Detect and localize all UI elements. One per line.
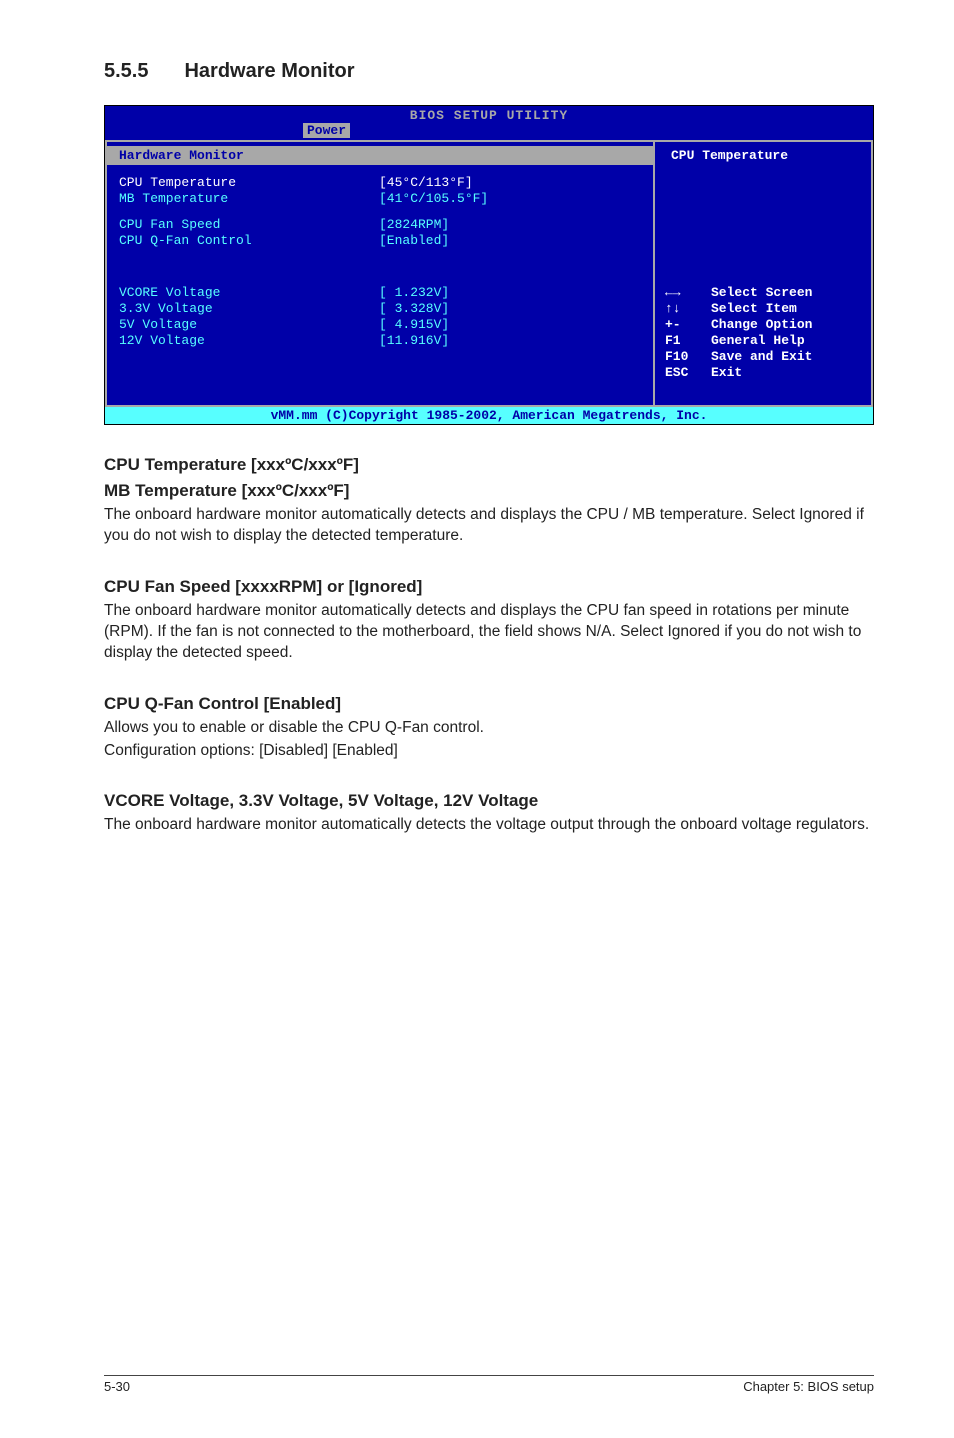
row-gap xyxy=(107,249,653,267)
doc-heading-qfan: CPU Q-Fan Control [Enabled] xyxy=(104,694,874,714)
bios-setting-value: [2824RPM] xyxy=(379,217,449,233)
bios-key-desc: General Help xyxy=(711,333,805,349)
doc-paragraph: Configuration options: [Disabled] [Enabl… xyxy=(104,741,874,762)
bios-left-panel: Hardware Monitor CPU Temperature[45°C/11… xyxy=(105,140,653,407)
bios-key-row: F10Save and Exit xyxy=(665,349,861,365)
section-number: 5.5.5 xyxy=(104,60,148,83)
bios-key-desc: Change Option xyxy=(711,317,812,333)
bios-key-desc: Select Item xyxy=(711,301,797,317)
bios-key-row: ESCExit xyxy=(665,365,861,381)
bios-setup-window: BIOS SETUP UTILITY Power Hardware Monito… xyxy=(104,105,874,425)
bios-setting-row[interactable]: 12V Voltage[11.916V] xyxy=(107,333,653,349)
bios-setting-label: VCORE Voltage xyxy=(119,285,379,301)
bios-setting-label: CPU Q-Fan Control xyxy=(119,233,379,249)
page-footer: 5-30 Chapter 5: BIOS setup xyxy=(104,1375,874,1394)
bios-setting-label: 3.3V Voltage xyxy=(119,301,379,317)
bios-setting-value: [41°C/105.5°F] xyxy=(379,191,488,207)
section-heading: 5.5.5 Hardware Monitor xyxy=(104,60,874,83)
bios-key-symbol: ↑↓ xyxy=(665,301,711,317)
doc-heading-voltage: VCORE Voltage, 3.3V Voltage, 5V Voltage,… xyxy=(104,791,874,811)
panel-title: Hardware Monitor xyxy=(107,146,653,165)
doc-paragraph: The onboard hardware monitor automatical… xyxy=(104,601,874,664)
bios-setting-label: CPU Temperature xyxy=(119,175,379,191)
doc-heading-fan-speed: CPU Fan Speed [xxxxRPM] or [Ignored] xyxy=(104,577,874,597)
tab-power[interactable]: Power xyxy=(303,123,350,138)
bios-key-row: ↑↓Select Item xyxy=(665,301,861,317)
bios-key-legend: ←→Select Screen↑↓Select Item+-Change Opt… xyxy=(665,285,861,381)
bios-key-desc: Exit xyxy=(711,365,742,381)
doc-paragraph: Allows you to enable or disable the CPU … xyxy=(104,718,874,739)
bios-setting-value: [Enabled] xyxy=(379,233,449,249)
doc-paragraph: The onboard hardware monitor automatical… xyxy=(104,505,874,547)
bios-help-panel: CPU Temperature ←→Select Screen↑↓Select … xyxy=(653,140,873,407)
bios-key-row: F1General Help xyxy=(665,333,861,349)
bios-setting-value: [ 4.915V] xyxy=(379,317,449,333)
bios-setting-row[interactable]: 3.3V Voltage[ 3.328V] xyxy=(107,301,653,317)
bios-setting-row[interactable]: CPU Q-Fan Control[Enabled] xyxy=(107,233,653,249)
bios-setting-value: [ 1.232V] xyxy=(379,285,449,301)
bios-key-symbol: F1 xyxy=(665,333,711,349)
bios-key-symbol: ←→ xyxy=(665,285,711,301)
chapter-label: Chapter 5: BIOS setup xyxy=(743,1379,874,1394)
row-gap xyxy=(107,207,653,217)
bios-setting-row[interactable]: VCORE Voltage[ 1.232V] xyxy=(107,285,653,301)
bios-setting-row[interactable]: CPU Fan Speed[2824RPM] xyxy=(107,217,653,233)
bios-key-symbol: ESC xyxy=(665,365,711,381)
bios-setting-label: MB Temperature xyxy=(119,191,379,207)
page-number: 5-30 xyxy=(104,1379,130,1394)
bios-setting-label: 12V Voltage xyxy=(119,333,379,349)
bios-key-row: +-Change Option xyxy=(665,317,861,333)
bios-setting-row[interactable]: MB Temperature[41°C/105.5°F] xyxy=(107,191,653,207)
section-title: Hardware Monitor xyxy=(184,60,354,82)
bios-tab-bar: Power xyxy=(105,123,873,140)
bios-setting-label: 5V Voltage xyxy=(119,317,379,333)
bios-setting-row[interactable]: 5V Voltage[ 4.915V] xyxy=(107,317,653,333)
bios-key-row: ←→Select Screen xyxy=(665,285,861,301)
doc-heading-cpu-temp: CPU Temperature [xxxºC/xxxºF] xyxy=(104,455,874,475)
bios-body: Hardware Monitor CPU Temperature[45°C/11… xyxy=(105,140,873,407)
help-title: CPU Temperature xyxy=(671,148,861,163)
bios-key-desc: Save and Exit xyxy=(711,349,812,365)
bios-key-symbol: +- xyxy=(665,317,711,333)
doc-heading-mb-temp: MB Temperature [xxxºC/xxxºF] xyxy=(104,481,874,501)
bios-setting-label: CPU Fan Speed xyxy=(119,217,379,233)
bios-key-desc: Select Screen xyxy=(711,285,812,301)
bios-footer: vMM.mm (C)Copyright 1985-2002, American … xyxy=(105,407,873,424)
bios-setting-row[interactable]: CPU Temperature[45°C/113°F] xyxy=(107,175,653,191)
row-gap xyxy=(107,267,653,285)
bios-setting-value: [45°C/113°F] xyxy=(379,175,473,191)
bios-key-symbol: F10 xyxy=(665,349,711,365)
bios-header-title: BIOS SETUP UTILITY xyxy=(105,106,873,123)
bios-setting-value: [ 3.328V] xyxy=(379,301,449,317)
bios-setting-value: [11.916V] xyxy=(379,333,449,349)
doc-paragraph: The onboard hardware monitor automatical… xyxy=(104,815,874,836)
